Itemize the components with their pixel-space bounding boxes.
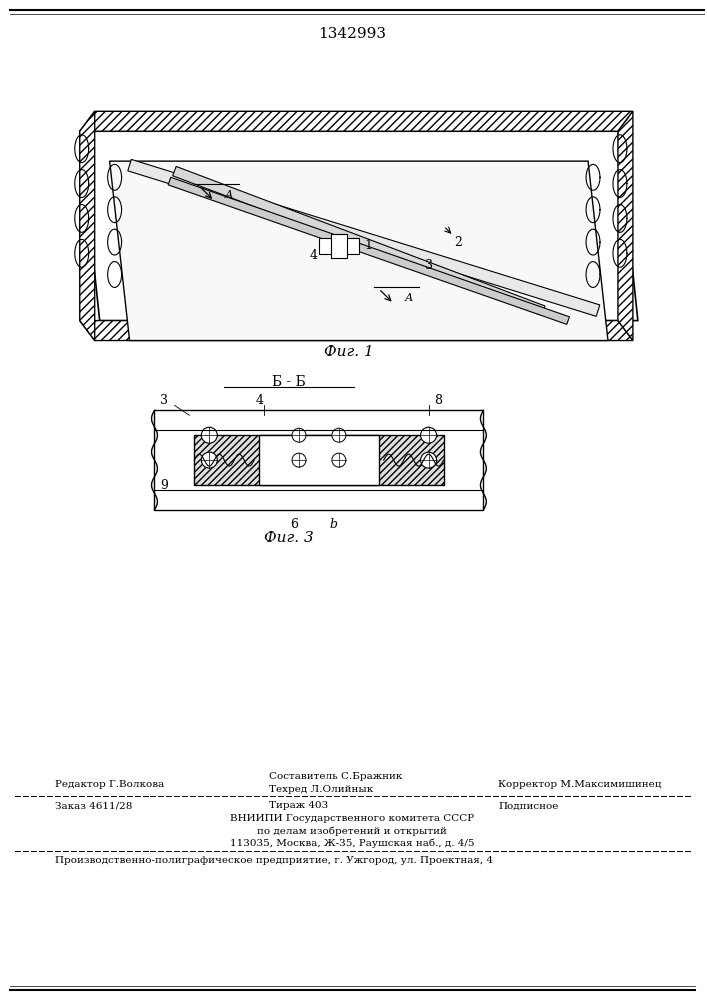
Text: А: А [225,190,233,200]
Circle shape [332,453,346,467]
Text: Фиг. 3: Фиг. 3 [264,531,314,545]
Text: 3: 3 [160,394,168,407]
Text: 6: 6 [290,518,298,531]
Bar [259,435,379,485]
Text: 9: 9 [160,479,168,492]
Polygon shape [80,131,638,321]
Text: Техред Л.Олийнык: Техред Л.Олийнык [269,785,373,794]
Polygon shape [80,111,633,131]
Bar [319,238,359,254]
Polygon shape [110,161,608,341]
Text: Подписное: Подписное [498,801,559,810]
Text: Редактор Г.Волкова: Редактор Г.Волкова [55,780,164,789]
Text: Корректор М.Максимишинец: Корректор М.Максимишинец [498,780,662,789]
Polygon shape [80,111,95,341]
Text: 8: 8 [435,394,443,407]
Circle shape [421,427,436,443]
Bar [331,234,347,258]
Text: Фиг. 1: Фиг. 1 [324,345,374,359]
Text: Производственно-полиграфическое предприятие, г. Ужгород, ул. Проектная, 4: Производственно-полиграфическое предприя… [55,856,493,865]
Text: Б - Б: Б - Б [272,375,306,389]
Bar [155,410,484,510]
Text: 4: 4 [255,394,263,407]
Circle shape [332,428,346,442]
Circle shape [292,453,306,467]
Text: 2: 2 [455,236,462,249]
Text: 113035, Москва, Ж-35, Раушская наб., д. 4/5: 113035, Москва, Ж-35, Раушская наб., д. … [230,838,474,848]
Polygon shape [128,159,600,316]
Text: 3: 3 [425,259,433,272]
Text: Заказ 4611/28: Заказ 4611/28 [55,801,132,810]
Text: 4: 4 [310,249,318,262]
Bar [194,435,443,485]
Text: Составитель С.Бражник: Составитель С.Бражник [269,772,402,781]
Text: А: А [404,293,413,303]
Polygon shape [173,166,545,315]
Text: Тираж 403: Тираж 403 [269,801,328,810]
Circle shape [201,427,217,443]
Text: по делам изобретений и открытий: по делам изобретений и открытий [257,826,447,836]
Circle shape [421,452,436,468]
Polygon shape [168,177,569,324]
Text: 1342993: 1342993 [318,27,386,41]
Text: b: b [330,518,338,531]
Polygon shape [80,321,633,341]
Polygon shape [618,111,633,341]
Circle shape [201,452,217,468]
Circle shape [292,428,306,442]
Text: ВНИИПИ Государственного комитета СССР: ВНИИПИ Государственного комитета СССР [230,814,474,823]
Text: 1: 1 [365,239,373,252]
